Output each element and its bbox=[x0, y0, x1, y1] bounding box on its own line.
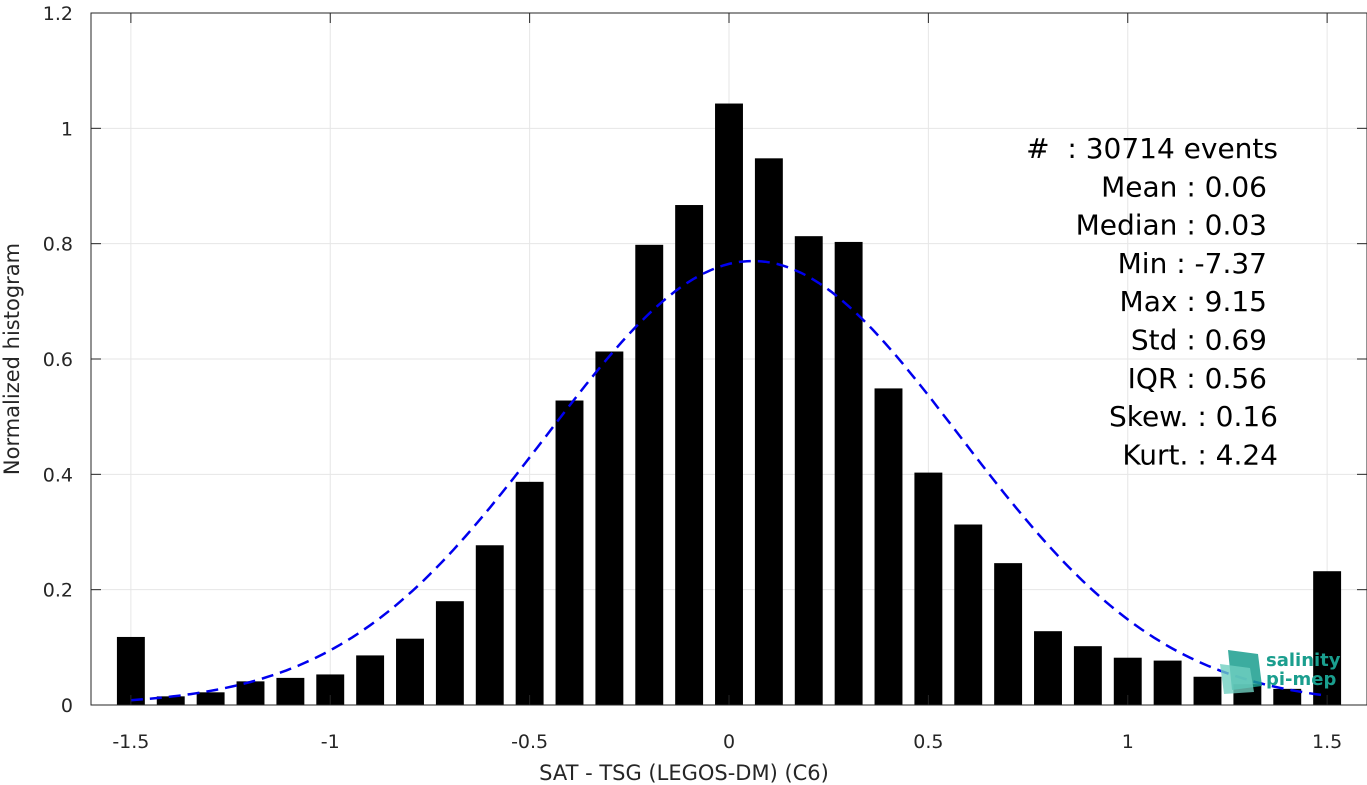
histogram-bar bbox=[555, 400, 584, 705]
histogram-bar bbox=[1153, 660, 1182, 705]
histogram-bar bbox=[1193, 676, 1222, 705]
logo-line2: pi-mep bbox=[1266, 669, 1336, 690]
x-tick-label: 0 bbox=[723, 731, 735, 753]
stat-line: Mean : 0.06 bbox=[1101, 170, 1267, 203]
histogram-bar bbox=[754, 158, 783, 705]
x-tick-label: -1.5 bbox=[112, 731, 149, 753]
histogram-bar bbox=[276, 677, 305, 705]
stat-line: Std : 0.69 bbox=[1131, 324, 1267, 357]
y-axis-label: Normalized histogram bbox=[0, 243, 24, 475]
histogram-bar bbox=[435, 601, 464, 705]
x-tick-label: -0.5 bbox=[511, 731, 548, 753]
logo-emblem-front bbox=[1220, 664, 1254, 694]
y-tick-label: 0.2 bbox=[43, 580, 73, 602]
x-axis-label: SAT - TSG (LEGOS-DM) (C6) bbox=[539, 761, 829, 785]
y-axis-ticks: 0 0.2 0.4 0.6 0.8 1 1.2 bbox=[43, 3, 1367, 717]
stat-line: Kurt. : 4.24 bbox=[1122, 438, 1278, 471]
stat-line: IQR : 0.56 bbox=[1128, 362, 1267, 395]
x-tick-label: -1 bbox=[321, 731, 340, 753]
y-tick-label: 0 bbox=[61, 695, 73, 717]
histogram-bar bbox=[1073, 646, 1102, 705]
histogram-bar bbox=[156, 696, 185, 705]
histogram-bars bbox=[116, 103, 1342, 706]
histogram-bar bbox=[196, 692, 225, 705]
histogram-bar bbox=[116, 636, 145, 705]
histogram-bar bbox=[595, 351, 624, 705]
histogram-bar bbox=[475, 545, 504, 705]
y-tick-label: 0.4 bbox=[43, 464, 73, 486]
statistics-box: # : 30714 events Mean : 0.06 Median : 0.03… bbox=[1026, 132, 1278, 471]
x-tick-label: 0.5 bbox=[913, 731, 943, 753]
histogram-bar bbox=[1273, 688, 1302, 705]
x-tick-label: 1.5 bbox=[1312, 731, 1342, 753]
normal-fit-curve bbox=[130, 259, 1328, 702]
stat-line: Median : 0.03 bbox=[1076, 209, 1267, 242]
histogram-bar bbox=[834, 241, 863, 706]
histogram-bar bbox=[1034, 631, 1062, 705]
histogram-bar bbox=[1313, 571, 1342, 705]
histogram-bar bbox=[954, 524, 983, 705]
y-tick-label: 0.6 bbox=[43, 349, 73, 371]
y-tick-label: 0.8 bbox=[43, 234, 73, 256]
histogram-bar bbox=[236, 681, 265, 705]
histogram-bar bbox=[396, 638, 424, 705]
histogram-bar bbox=[675, 205, 704, 705]
stat-line: Max : 9.15 bbox=[1120, 285, 1267, 318]
histogram-bar bbox=[356, 655, 385, 705]
salinity-pimep-logo: salinity pi-mep bbox=[1220, 650, 1341, 694]
x-tick-label: 1 bbox=[1122, 731, 1134, 753]
stat-line: # : 30714 events bbox=[1026, 132, 1278, 165]
logo-line1: salinity bbox=[1266, 650, 1341, 671]
y-tick-label: 1.2 bbox=[43, 3, 73, 25]
histogram-bar bbox=[715, 103, 743, 705]
histogram-bar bbox=[794, 236, 823, 706]
histogram-bar bbox=[874, 388, 903, 705]
stat-line: Min : -7.37 bbox=[1118, 247, 1267, 280]
x-axis-ticks: -1.5 -1 -0.5 0 0.5 1 1.5 bbox=[112, 13, 1342, 753]
y-tick-label: 1 bbox=[61, 118, 73, 140]
stat-line: Skew. : 0.16 bbox=[1109, 400, 1278, 433]
histogram-bar bbox=[515, 481, 544, 705]
histogram-bar bbox=[635, 244, 664, 705]
histogram-bar bbox=[914, 472, 943, 705]
histogram-bar bbox=[994, 563, 1023, 705]
